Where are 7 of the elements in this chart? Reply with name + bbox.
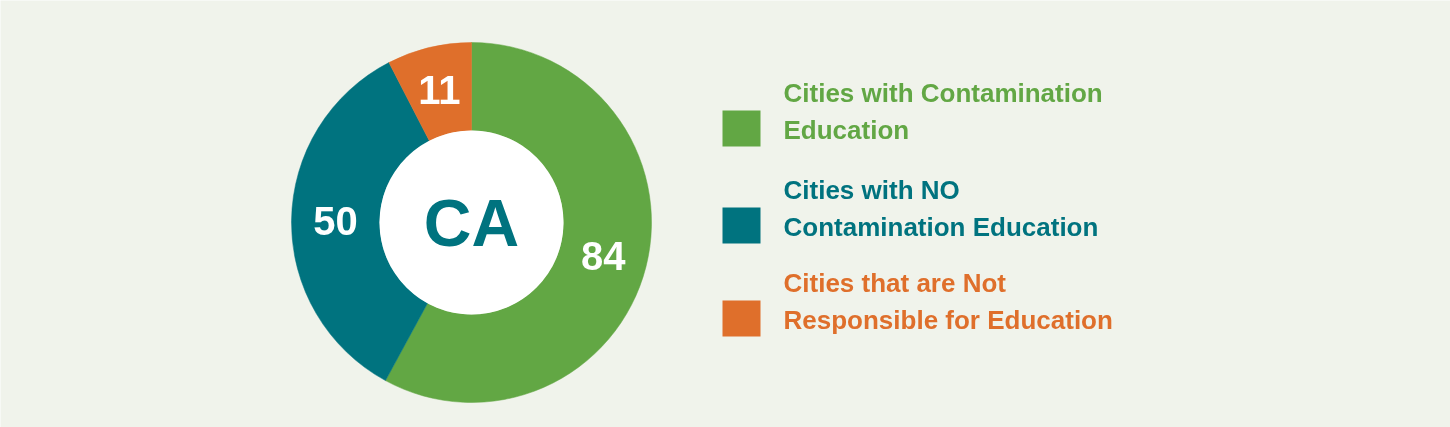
legend-label: Cities that are Not Responsible for Education: [783, 267, 1113, 336]
text: CA: [423, 185, 520, 260]
legend-label: Cities with Contamination Education: [783, 77, 1103, 146]
data-label: 11: [418, 68, 461, 113]
legend-label: Cities with NO Contamination Education: [783, 174, 1099, 243]
data-label: 84: [581, 234, 627, 279]
data-label: 50: [313, 199, 358, 244]
